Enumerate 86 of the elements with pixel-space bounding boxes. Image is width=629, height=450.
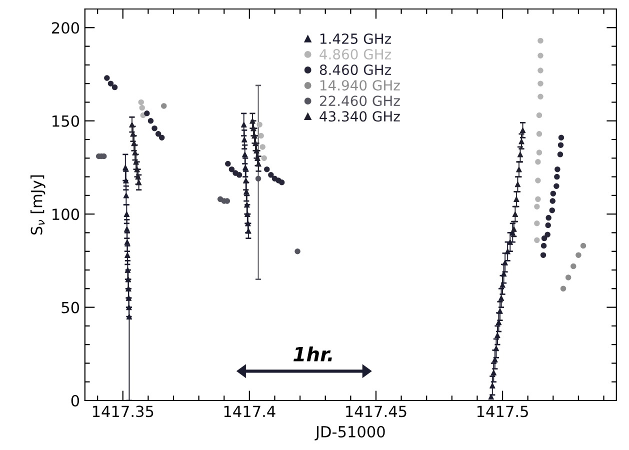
point bbox=[554, 183, 560, 189]
point bbox=[544, 232, 550, 238]
point bbox=[536, 112, 542, 118]
point bbox=[260, 144, 266, 150]
point bbox=[123, 192, 130, 198]
x-tick-label: 1417.35 bbox=[92, 406, 154, 418]
point bbox=[139, 104, 145, 111]
x-tick-label: 1417.4 bbox=[224, 406, 276, 417]
point bbox=[294, 248, 300, 254]
point bbox=[535, 196, 541, 202]
point bbox=[108, 80, 114, 86]
point bbox=[550, 198, 556, 204]
point bbox=[576, 252, 582, 258]
x-axis-title: JD-51000 bbox=[314, 426, 385, 440]
legend-label: 14.940 GHz bbox=[320, 80, 400, 91]
point bbox=[538, 52, 544, 58]
point bbox=[536, 131, 542, 137]
annotation: 1hr. bbox=[294, 346, 332, 362]
point bbox=[546, 214, 552, 221]
point bbox=[258, 132, 264, 139]
point bbox=[236, 172, 242, 178]
point bbox=[517, 152, 524, 158]
legend-label: 22.460 GHz bbox=[320, 96, 400, 106]
point bbox=[504, 248, 510, 254]
point bbox=[534, 220, 540, 226]
point bbox=[549, 207, 556, 214]
y-tick-label: 50 bbox=[62, 302, 80, 314]
point bbox=[558, 134, 564, 141]
point bbox=[507, 239, 513, 245]
point bbox=[536, 150, 542, 156]
point bbox=[538, 80, 544, 86]
point bbox=[570, 263, 576, 270]
point bbox=[545, 222, 551, 228]
point bbox=[112, 84, 118, 90]
point bbox=[554, 166, 560, 172]
point bbox=[255, 176, 262, 182]
y-tick-label: 150 bbox=[52, 115, 80, 127]
x-tick-label: 1417.5 bbox=[477, 406, 528, 418]
legend-label: 8.460 GHz bbox=[320, 64, 392, 76]
point bbox=[554, 174, 560, 180]
point bbox=[557, 152, 564, 158]
point bbox=[514, 196, 520, 202]
point bbox=[158, 134, 165, 141]
point bbox=[558, 142, 564, 148]
point bbox=[560, 286, 566, 292]
point bbox=[535, 158, 541, 165]
y-tick-label: 0 bbox=[71, 394, 80, 407]
point bbox=[512, 211, 518, 217]
point bbox=[516, 166, 522, 172]
point bbox=[240, 122, 247, 128]
point bbox=[264, 166, 270, 172]
point bbox=[534, 204, 540, 210]
point bbox=[538, 68, 544, 74]
point bbox=[161, 103, 167, 109]
point bbox=[541, 235, 548, 242]
point bbox=[144, 110, 150, 116]
point bbox=[514, 181, 521, 188]
legend-label: 1.425 GHz bbox=[320, 33, 392, 44]
point bbox=[124, 211, 130, 217]
point bbox=[540, 252, 546, 258]
point bbox=[278, 180, 285, 186]
point bbox=[565, 274, 572, 280]
point bbox=[550, 190, 556, 196]
point bbox=[538, 94, 544, 100]
point bbox=[104, 75, 110, 81]
point bbox=[152, 125, 158, 132]
y-tick-label: 200 bbox=[52, 22, 80, 34]
point bbox=[535, 178, 541, 184]
point bbox=[225, 160, 231, 167]
point bbox=[228, 166, 235, 172]
x-tick-label: 1417.45 bbox=[346, 406, 406, 418]
point bbox=[538, 38, 544, 44]
legend-label: 4.860 GHz bbox=[320, 49, 392, 60]
point bbox=[148, 118, 154, 124]
point bbox=[155, 131, 162, 137]
point bbox=[580, 242, 586, 249]
point bbox=[268, 172, 274, 178]
y-tick-label: 100 bbox=[52, 208, 80, 220]
point bbox=[138, 99, 144, 106]
point bbox=[261, 155, 267, 162]
legend-label: 43.340 GHz bbox=[320, 111, 400, 122]
point bbox=[540, 242, 547, 249]
point bbox=[511, 226, 517, 232]
y-axis-title: S$_{ν}$ [mJy] bbox=[30, 175, 46, 235]
point bbox=[256, 122, 262, 128]
point bbox=[534, 237, 540, 244]
